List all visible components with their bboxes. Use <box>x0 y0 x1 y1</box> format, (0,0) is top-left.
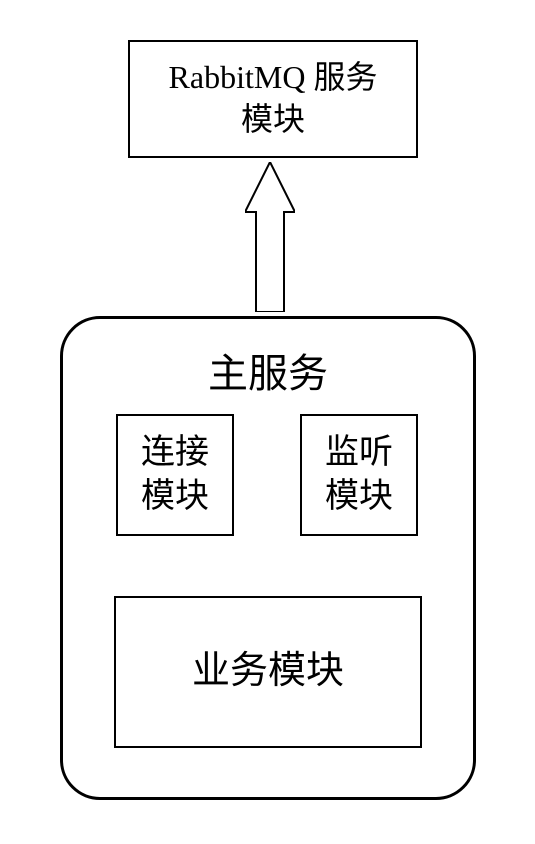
listen-module-box: 监听 模块 <box>300 414 418 536</box>
business-module-box: 业务模块 <box>114 596 422 748</box>
rabbitmq-label: RabbitMQ 服务 模块 <box>169 57 378 140</box>
connect-module-box: 连接 模块 <box>116 414 234 536</box>
up-arrow <box>245 162 295 312</box>
main-service-title: 主服务 <box>63 341 473 399</box>
business-module-label: 业务模块 <box>192 647 344 696</box>
connect-module-label: 连接 模块 <box>141 431 209 519</box>
rabbitmq-service-module-box: RabbitMQ 服务 模块 <box>128 40 418 158</box>
listen-module-label: 监听 模块 <box>325 431 393 519</box>
